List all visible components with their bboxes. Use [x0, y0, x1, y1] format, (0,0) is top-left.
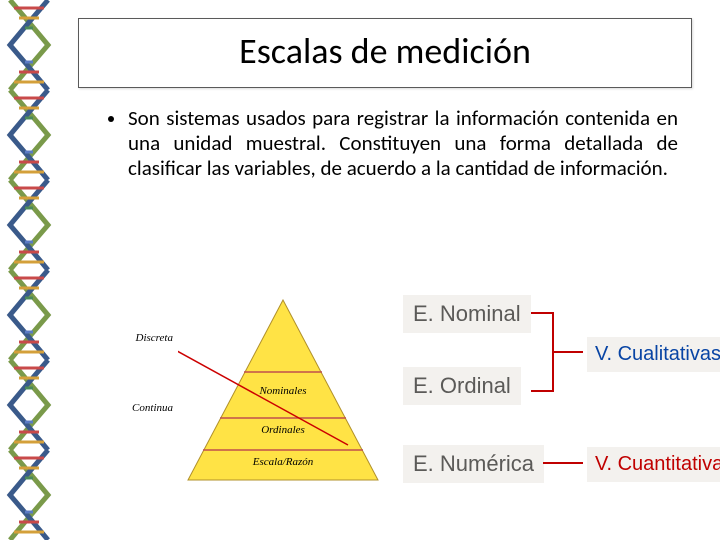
var-cualitativas: V. Cualitativas: [587, 337, 720, 372]
var-cuantitativas: V. Cuantitativas: [587, 447, 720, 482]
pyramid-tier-ordinales: Ordinales: [228, 424, 338, 436]
slide-content: Escalas de medición Son sistemas usados …: [58, 0, 720, 540]
bullet-dot-icon: [108, 116, 114, 122]
pyramid-tier-nominales: Nominales: [238, 385, 328, 397]
page-title: Escalas de medición: [95, 29, 675, 73]
pyramid-diagram: Discreta Continua Nominales Ordinales Es…: [118, 290, 398, 500]
scale-ordinal: E. Ordinal: [403, 367, 521, 405]
scale-numerica: E. Numérica: [403, 445, 544, 483]
line-cuantitativas: [543, 455, 587, 475]
scale-nominal: E. Nominal: [403, 295, 531, 333]
pyramid-label-discreta: Discreta: [118, 332, 173, 344]
bracket-cualitativas: [531, 303, 589, 403]
pyramid-tier-escala: Escala/Razón: [218, 456, 348, 468]
bullet-text: Son sistemas usados para registrar la in…: [128, 106, 678, 182]
pyramid-label-continua: Continua: [118, 402, 173, 414]
bullet-item: Son sistemas usados para registrar la in…: [108, 106, 678, 182]
title-box: Escalas de medición: [78, 18, 692, 88]
diagram-row: Discreta Continua Nominales Ordinales Es…: [118, 280, 720, 510]
dna-sidebar: [0, 0, 58, 540]
classification-diagram: E. Nominal E. Ordinal E. Numérica V. Cua…: [403, 295, 720, 495]
